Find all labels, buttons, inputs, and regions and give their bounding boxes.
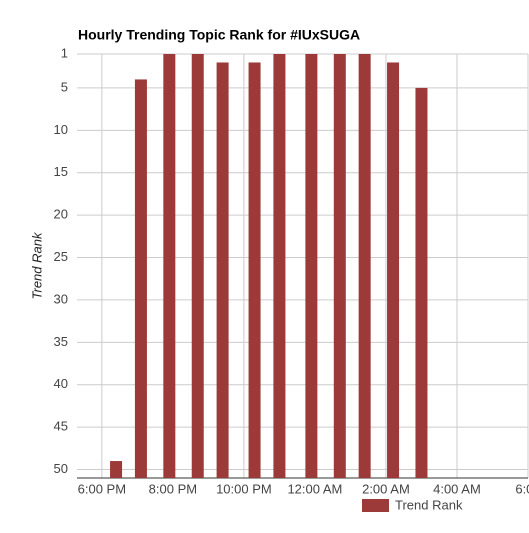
bar bbox=[163, 54, 176, 478]
y-tick-label: 1 bbox=[61, 45, 68, 60]
bar bbox=[134, 79, 147, 478]
x-tick-label: 2:00 AM bbox=[362, 481, 410, 496]
bar bbox=[273, 54, 286, 478]
bar bbox=[415, 87, 428, 479]
y-tick-label: 30 bbox=[54, 291, 68, 306]
bar bbox=[305, 54, 318, 478]
y-tick-label: 10 bbox=[54, 122, 68, 137]
legend-swatch bbox=[362, 499, 389, 512]
x-tick-label: 6:00 PM bbox=[78, 481, 126, 496]
y-tick-label: 15 bbox=[54, 164, 68, 179]
y-tick-label: 45 bbox=[54, 419, 68, 434]
y-tick-label: 35 bbox=[54, 334, 68, 349]
y-tick-label: 20 bbox=[54, 207, 68, 222]
x-tick-label: 8:00 PM bbox=[149, 481, 197, 496]
bar bbox=[333, 54, 346, 478]
x-tick-label: 4:00 AM bbox=[433, 481, 481, 496]
x-tick-label: 10:00 PM bbox=[216, 481, 272, 496]
x-tick-label: 12:00 AM bbox=[287, 481, 342, 496]
legend-label: Trend Rank bbox=[395, 497, 463, 512]
y-tick-label: 5 bbox=[61, 79, 68, 94]
bar bbox=[358, 54, 371, 478]
bar bbox=[216, 62, 229, 478]
y-axis-label: Trend Rank bbox=[29, 231, 44, 299]
y-tick-label: 25 bbox=[54, 249, 68, 264]
bar bbox=[248, 62, 261, 478]
y-tick-label: 40 bbox=[54, 376, 68, 391]
chart-title: Hourly Trending Topic Rank for #IUxSUGA bbox=[78, 27, 360, 43]
x-tick-label: 6:00 bbox=[515, 481, 529, 496]
bar bbox=[110, 461, 123, 478]
bar bbox=[191, 54, 204, 478]
y-tick-label: 50 bbox=[54, 461, 68, 476]
bar bbox=[387, 62, 400, 478]
